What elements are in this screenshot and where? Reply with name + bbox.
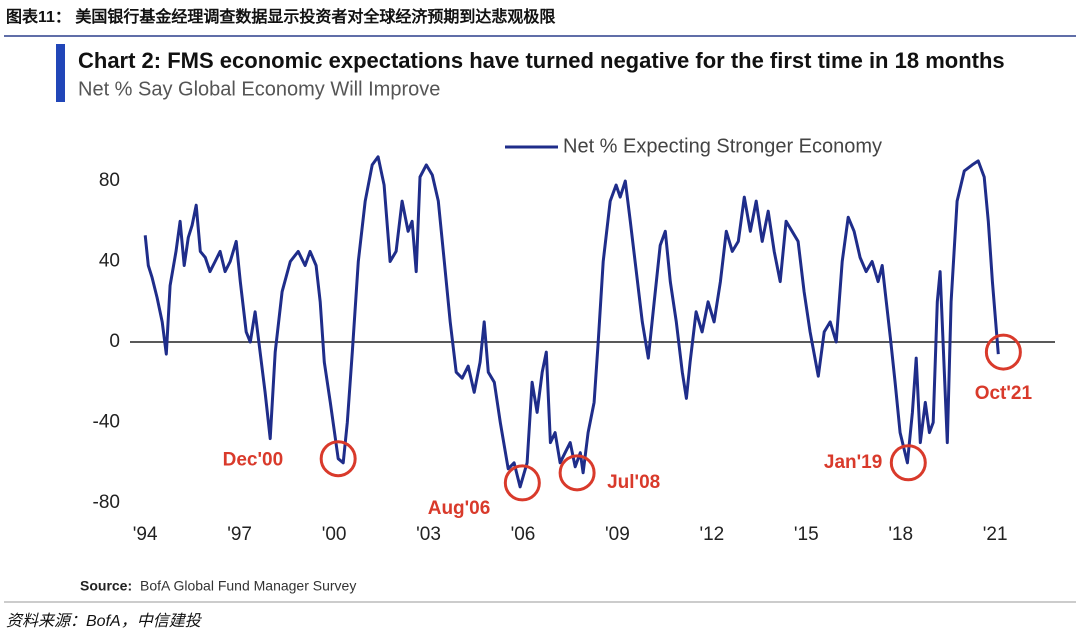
- chart-title: Chart 2: FMS economic expectations have …: [78, 48, 1005, 73]
- x-tick-label: '00: [322, 524, 347, 545]
- annotation-label: Dec'00: [223, 450, 284, 471]
- annotation-label: Jan'19: [824, 452, 882, 473]
- annotation-circle: [558, 454, 596, 492]
- x-tick-label: '12: [699, 524, 724, 545]
- x-tick-label: '21: [983, 524, 1008, 545]
- annotation-circle: [503, 464, 541, 502]
- legend-label: Net % Expecting Stronger Economy: [563, 135, 882, 157]
- x-tick-label: '15: [794, 524, 819, 545]
- x-tick-label: '97: [227, 524, 252, 545]
- x-tick-label: '03: [416, 524, 441, 545]
- y-tick-label: 40: [99, 251, 120, 272]
- annotation-circle: [984, 333, 1022, 371]
- x-tick-label: '09: [605, 524, 630, 545]
- annotation-label: Aug'06: [428, 498, 491, 519]
- y-tick-label: -40: [93, 412, 120, 433]
- chart-subtitle: Net % Say Global Economy Will Improve: [78, 78, 440, 100]
- source-label: Source:: [80, 578, 132, 594]
- figure-title: 图表11： 美国银行基金经理调查数据显示投资者对全球经济预期到达悲观极限: [6, 7, 556, 26]
- y-tick-label: 0: [109, 331, 120, 352]
- annotation-label: Oct'21: [975, 383, 1033, 404]
- title-accent: [56, 44, 65, 102]
- y-tick-label: -80: [93, 492, 120, 513]
- annotation-circle: [319, 440, 357, 478]
- series-line: [143, 155, 1000, 489]
- source: BofA Global Fund Manager Survey: [140, 578, 356, 594]
- annotation-label: Jul'08: [607, 472, 660, 493]
- y-tick-label: 80: [99, 170, 120, 191]
- x-tick-label: '06: [511, 524, 536, 545]
- x-tick-label: '94: [133, 524, 158, 545]
- x-tick-label: '18: [888, 524, 913, 545]
- annotation-circle: [889, 444, 927, 482]
- footer: 资料来源：BofA，中信建投: [6, 612, 203, 630]
